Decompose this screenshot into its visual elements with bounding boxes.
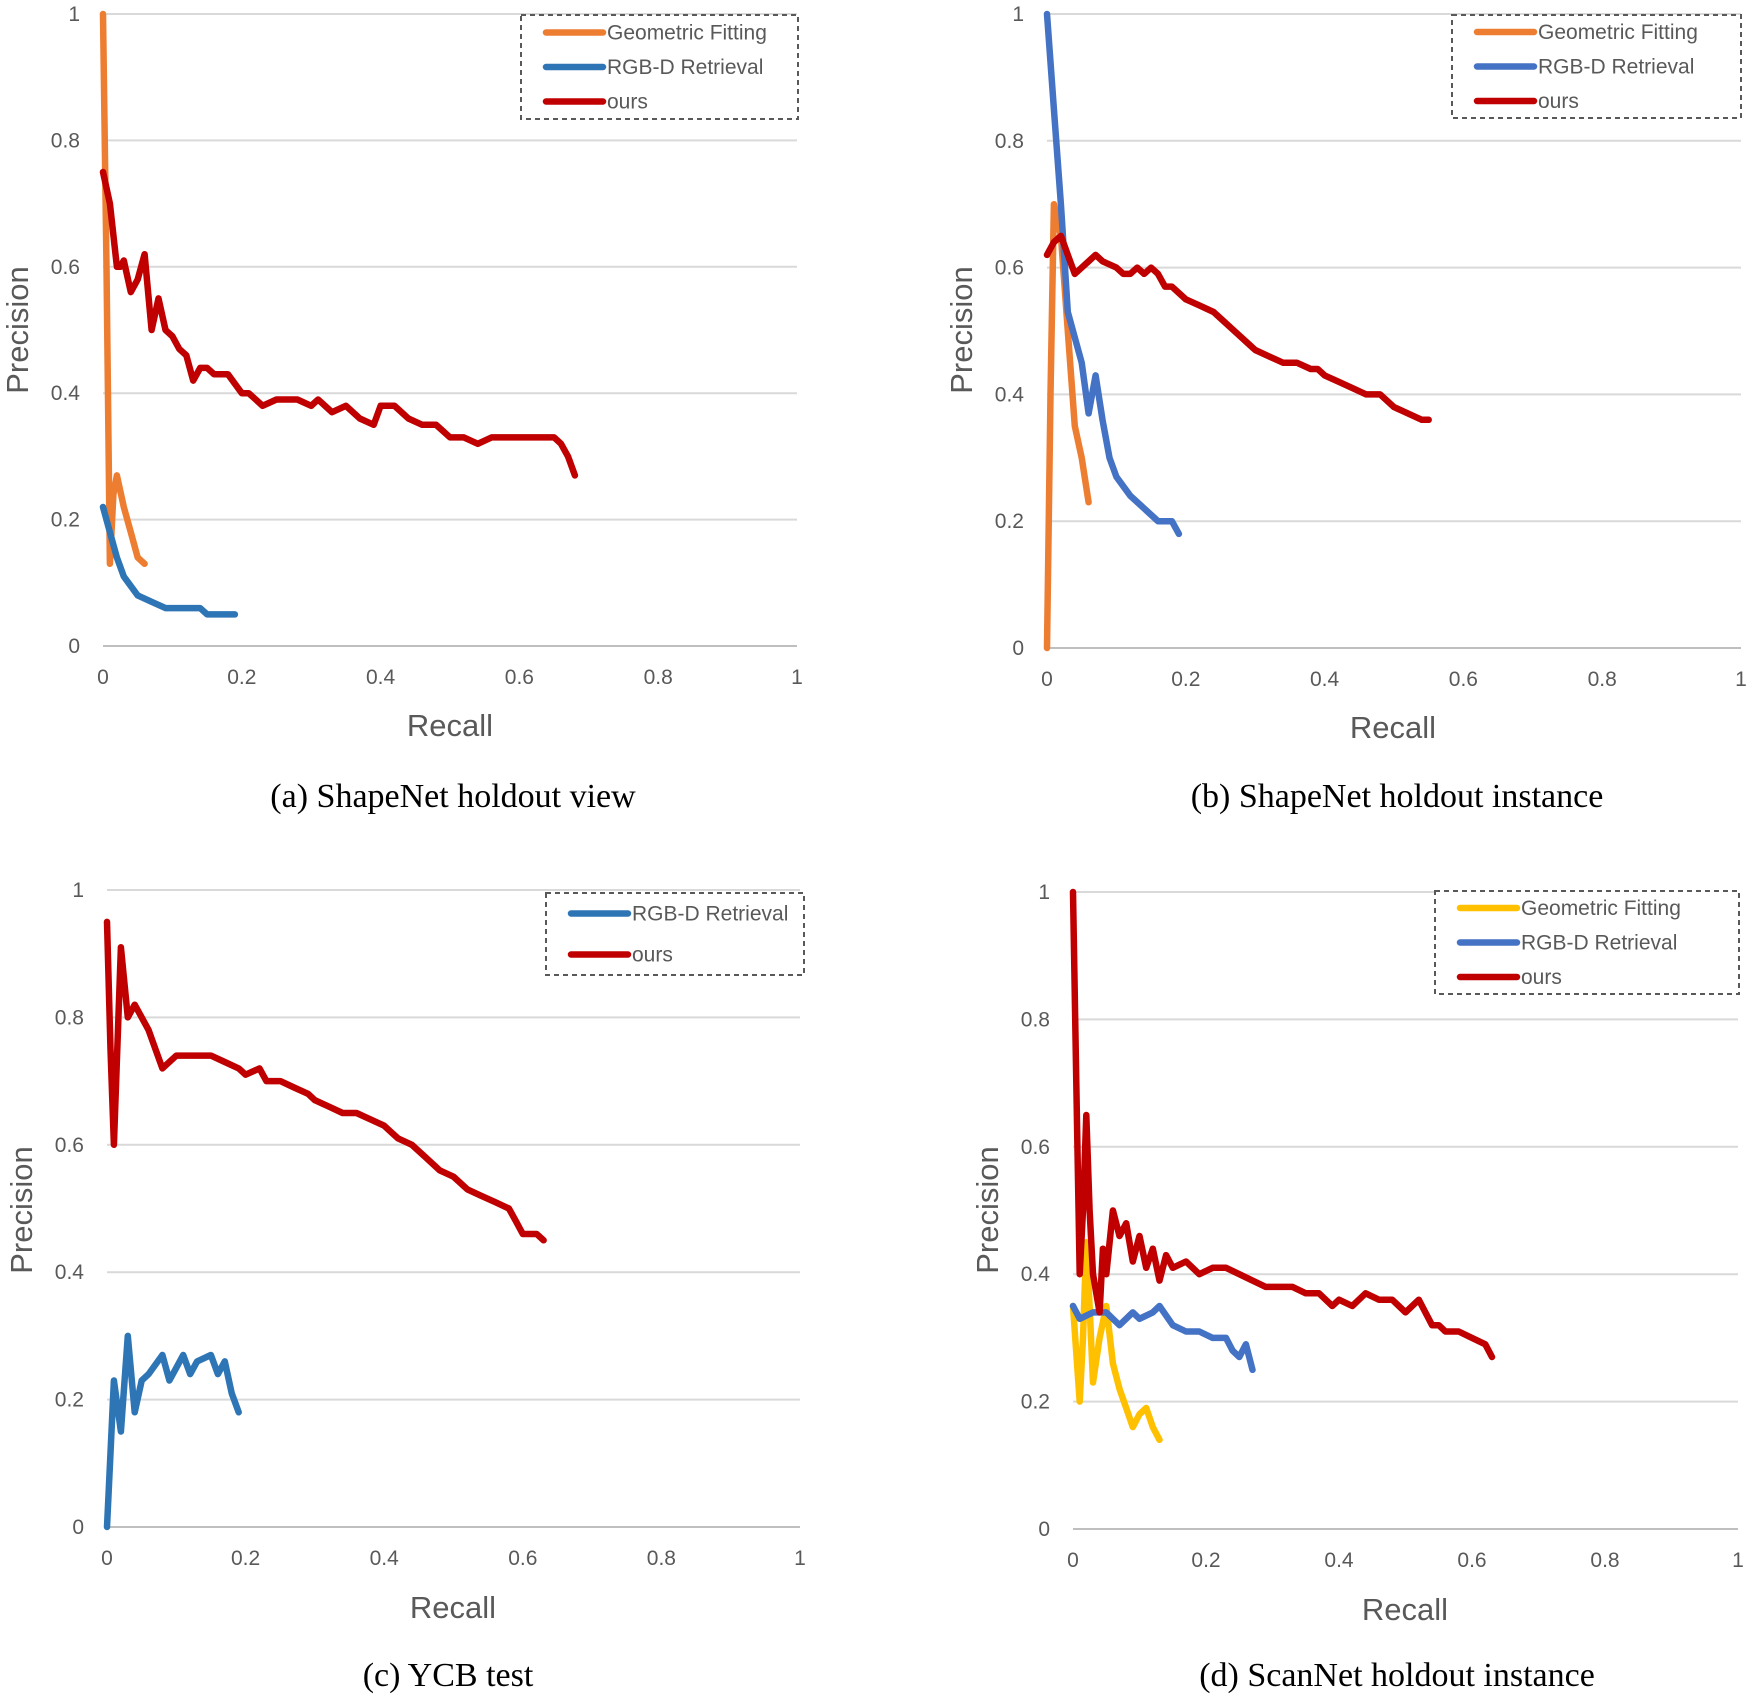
x-tick-label: 0: [1041, 668, 1053, 691]
y-tick-label: 1: [1038, 881, 1050, 904]
series-line-ours: [103, 918, 547, 1244]
y-tick-label: 0.6: [51, 256, 80, 279]
y-tick-label: 0: [68, 635, 80, 658]
x-tick-label: 1: [1735, 668, 1747, 691]
y-tick-label: 0.4: [55, 1261, 85, 1284]
x-tick-label: 0.2: [227, 666, 256, 689]
x-axis-title: Recall: [410, 1590, 496, 1625]
legend-label: RGB-D Retrieval: [1538, 56, 1694, 79]
x-tick-label: 0.4: [1324, 1549, 1354, 1572]
x-tick-label: 0.2: [1191, 1549, 1220, 1572]
legend-label: Geometric Fitting: [607, 22, 767, 45]
y-tick-label: 0: [1012, 637, 1024, 660]
y-tick-label: 0.4: [51, 382, 81, 405]
legend-label: ours: [632, 944, 673, 967]
x-tick-label: 0.8: [644, 666, 673, 689]
x-tick-label: 0: [1067, 1549, 1079, 1572]
legend-label: RGB-D Retrieval: [1521, 932, 1677, 955]
chart-caption: (a) ShapeNet holdout view: [270, 778, 636, 815]
y-tick-label: 0.6: [1021, 1136, 1050, 1159]
series-line-ours: [99, 168, 579, 479]
chart-panel-c: Precision Recall (c) YCB test 0 0.2 0.4 0.6…: [4, 879, 806, 1694]
x-tick-label: 0.6: [1457, 1549, 1486, 1572]
series-line-rgb-d-retrieval: [103, 1332, 242, 1531]
y-tick-label: 0.4: [995, 383, 1025, 406]
y-tick-label: 0: [1038, 1518, 1050, 1541]
series-line-ours: [1043, 232, 1432, 424]
x-tick-label: 0.4: [370, 1547, 400, 1570]
series-line-rgb-d-retrieval: [99, 503, 239, 618]
y-tick-label: 0.6: [55, 1134, 84, 1157]
y-tick-label: 0.2: [55, 1389, 84, 1412]
x-axis-title: Recall: [407, 708, 493, 743]
legend-label: Geometric Fitting: [1538, 21, 1698, 44]
x-tick-label: 0.4: [366, 666, 396, 689]
legend-box: [545, 892, 805, 976]
y-tick-label: 0.2: [1021, 1391, 1050, 1414]
legend-label: ours: [1538, 90, 1579, 113]
chart-caption: (b) ShapeNet holdout instance: [1191, 778, 1604, 815]
x-tick-label: 0.6: [505, 666, 534, 689]
y-tick-label: 0.8: [1021, 1008, 1050, 1031]
y-tick-label: 0.8: [995, 130, 1024, 153]
legend-label: ours: [1521, 966, 1562, 989]
x-tick-label: 1: [791, 666, 803, 689]
y-tick-label: 1: [72, 879, 84, 902]
chart-panel-b: Precision Recall (b) ShapeNet holdout in…: [944, 3, 1747, 815]
y-tick-label: 0.8: [51, 129, 80, 152]
x-tick-label: 0: [101, 1547, 113, 1570]
x-tick-label: 0.4: [1310, 668, 1340, 691]
legend-label: RGB-D Retrieval: [632, 903, 788, 926]
y-axis-title: Precision: [4, 1146, 39, 1274]
x-tick-label: 0.2: [231, 1547, 260, 1570]
y-axis-title: Precision: [970, 1146, 1005, 1274]
x-axis-title: Recall: [1350, 710, 1436, 745]
chart-panel-a: Precision Recall (a) ShapeNet holdout vi…: [0, 3, 803, 815]
x-tick-label: 0.8: [1588, 668, 1617, 691]
series-line-geometric-fitting: [99, 10, 148, 568]
y-tick-label: 0.2: [51, 509, 80, 532]
y-tick-label: 1: [68, 3, 80, 26]
x-tick-label: 0.2: [1171, 668, 1200, 691]
x-tick-label: 0: [97, 666, 109, 689]
legend-label: Geometric Fitting: [1521, 897, 1681, 920]
y-tick-label: 0: [72, 1516, 84, 1539]
series-line-rgb-d-retrieval: [1069, 1302, 1256, 1374]
y-tick-label: 0.8: [55, 1006, 84, 1029]
x-tick-label: 0.6: [508, 1547, 537, 1570]
chart-panel-d: Precision Recall (d) ScanNet holdout ins…: [970, 881, 1744, 1694]
x-tick-label: 0.6: [1449, 668, 1478, 691]
y-tick-label: 0.2: [995, 510, 1024, 533]
chart-caption: (d) ScanNet holdout instance: [1199, 1657, 1595, 1694]
series-line-geometric-fitting: [1069, 1239, 1163, 1444]
chart-caption: (c) YCB test: [363, 1657, 534, 1694]
y-axis-title: Precision: [944, 266, 979, 394]
x-tick-label: 0.8: [1590, 1549, 1619, 1572]
legend-label: RGB-D Retrieval: [607, 56, 763, 79]
y-tick-label: 1: [1012, 3, 1024, 26]
y-tick-label: 0.6: [995, 257, 1024, 280]
y-axis-title: Precision: [0, 266, 35, 394]
series-line-ours: [1069, 888, 1496, 1361]
y-tick-label: 0.4: [1021, 1263, 1051, 1286]
x-tick-label: 0.8: [647, 1547, 676, 1570]
x-axis-title: Recall: [1362, 1592, 1448, 1627]
legend-label: ours: [607, 91, 648, 114]
x-tick-label: 1: [794, 1547, 806, 1570]
x-tick-label: 1: [1732, 1549, 1744, 1572]
